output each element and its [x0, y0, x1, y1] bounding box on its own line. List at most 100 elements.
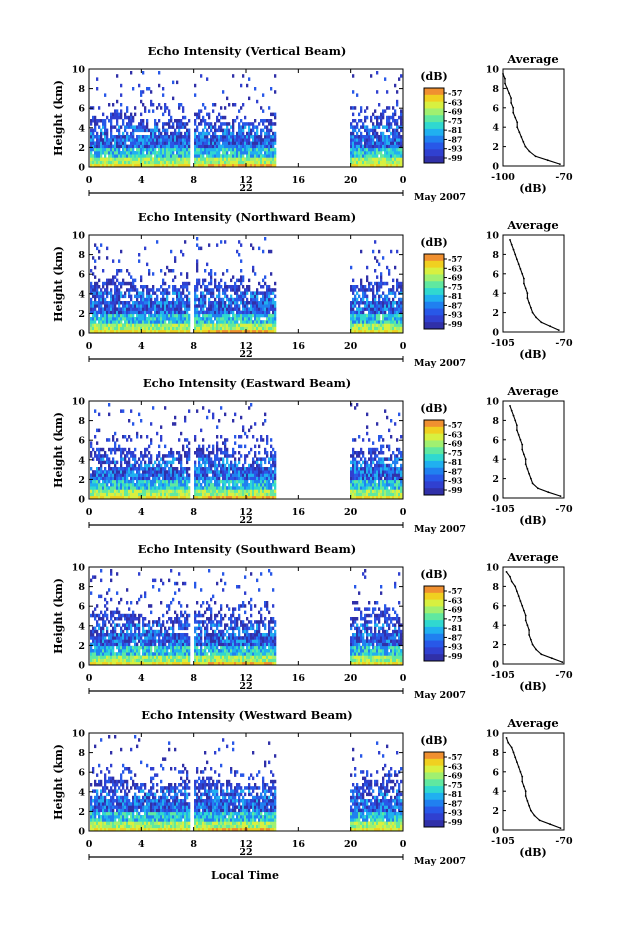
heatmap-cell [252, 265, 255, 270]
heatmap-cell [194, 119, 197, 123]
heatmap-cell [212, 138, 215, 142]
heatmap-cell [260, 492, 263, 497]
heatmap-cell [378, 329, 381, 334]
heatmap-cell [170, 310, 173, 315]
heatmap-cell [106, 160, 109, 165]
heatmap-cell [120, 313, 123, 318]
heatmap-cell [246, 467, 249, 471]
heatmap-cell [138, 138, 141, 142]
heatmap-cell [140, 160, 143, 165]
heatmap-cell [112, 154, 115, 158]
heatmap-cell [136, 163, 139, 168]
heatmap-cell [264, 457, 267, 461]
heatmap-cell [136, 154, 139, 158]
heatmap-cell [268, 320, 271, 324]
heatmap-cell [172, 96, 175, 101]
heatmap-cell [176, 141, 179, 145]
heatmap-cell [352, 313, 355, 318]
heatmap-cell [124, 310, 127, 315]
heatmap-cell [242, 122, 245, 126]
heatmap-cell [360, 119, 363, 123]
heatmap-cell [362, 288, 365, 292]
heatmap-cell [392, 285, 395, 289]
heatmap-cell [250, 131, 253, 136]
heatmap-cell [386, 138, 389, 142]
heatmap-cell [228, 147, 231, 152]
heatmap-cell [360, 307, 363, 311]
heatmap-cell [94, 301, 97, 305]
heatmap-cell [258, 151, 261, 155]
heatmap-cell [130, 151, 133, 155]
heatmap-cell [368, 144, 371, 149]
heatmap-cell [92, 447, 95, 452]
heatmap-cell [260, 320, 263, 324]
heatmap-cell [238, 144, 241, 149]
heatmap-cell [220, 307, 223, 311]
heatmap-cell [162, 460, 165, 465]
heatmap-cell [270, 476, 273, 481]
average-profile-point [519, 268, 522, 270]
heatmap-cell [222, 320, 225, 324]
heatmap-cell [98, 320, 101, 324]
heatmap-cell [120, 454, 123, 458]
heatmap-cell [168, 489, 171, 493]
heatmap-cell [156, 307, 159, 311]
heatmap-cell [176, 157, 179, 161]
heatmap-cell [208, 460, 211, 465]
heatmap-cell [270, 160, 273, 165]
heatmap-cell [164, 131, 167, 136]
heatmap-cell [394, 112, 397, 117]
heatmap-cell [396, 138, 399, 142]
heatmap-cell [164, 307, 167, 311]
heatmap-cell [166, 294, 169, 299]
heatmap-cell [378, 103, 381, 107]
heatmap-cell [142, 128, 145, 133]
heatmap-cell [112, 310, 115, 315]
heatmap-cell [148, 326, 151, 331]
heatmap-cell [366, 138, 369, 142]
heatmap-cell [106, 483, 109, 487]
heatmap-cell [182, 291, 185, 295]
heatmap-cell [146, 323, 149, 327]
heatmap-cell [106, 304, 109, 308]
heatmap-cell [366, 301, 369, 305]
heatmap-cell [186, 320, 189, 324]
heatmap-cell [232, 160, 235, 165]
heatmap-cell [228, 326, 231, 331]
heatmap-cell [350, 122, 353, 126]
heatmap-cell [268, 304, 271, 308]
heatmap-cell [386, 154, 389, 158]
heatmap-cell [116, 288, 119, 292]
heatmap-cell [138, 317, 141, 321]
heatmap-cell [212, 486, 215, 490]
heatmap-cell [128, 323, 131, 327]
heatmap-cell [98, 157, 101, 161]
heatmap-cell [268, 297, 271, 302]
heatmap-cell [214, 151, 217, 155]
heatmap-cell [98, 492, 101, 497]
heatmap-cell [226, 138, 229, 142]
heatmap-cell [232, 419, 235, 423]
heatmap-cell [372, 163, 375, 168]
heatmap-cell [350, 138, 353, 142]
heatmap-cell [196, 492, 199, 497]
heatmap-cell [130, 470, 133, 474]
heatmap-cell [118, 112, 121, 117]
heatmap-cell [130, 479, 133, 484]
heatmap-cell [176, 151, 179, 155]
heatmap-cell [214, 454, 217, 458]
heatmap-cell [142, 103, 145, 107]
heatmap-cell [180, 476, 183, 481]
heatmap-cell [254, 492, 257, 497]
heatmap-cell [120, 93, 123, 97]
heatmap-cell [172, 422, 175, 426]
heatmap-cell [118, 489, 121, 493]
heatmap-cell [366, 131, 369, 136]
heatmap-cell [172, 323, 175, 327]
heatmap-cell [268, 301, 271, 305]
heatmap-cell [172, 163, 175, 168]
heatmap-cell [188, 495, 191, 500]
heatmap-cell [202, 438, 205, 442]
heatmap-cell [196, 288, 199, 292]
heatmap-cell [196, 262, 199, 267]
